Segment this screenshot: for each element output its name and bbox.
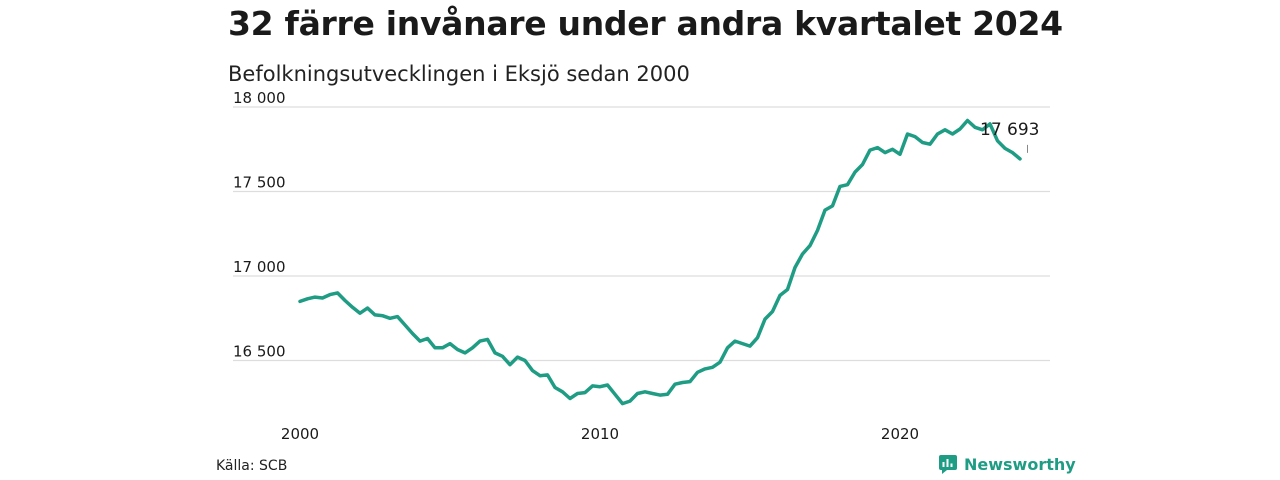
newsworthy-logo: Newsworthy (938, 454, 1076, 474)
source-label: Källa: SCB (216, 458, 288, 474)
end-value-label: 17 693 (980, 120, 1039, 140)
population-line (298, 118, 1022, 406)
chart-title: 32 färre invånare under andra kvartalet … (228, 4, 1063, 43)
x-tick-label: 2000 (281, 425, 319, 443)
newsworthy-logo-icon (939, 455, 957, 474)
chart-subtitle: Befolkningsutvecklingen i Eksjö sedan 20… (228, 62, 690, 86)
y-tick-label: 17 000 (233, 258, 286, 276)
y-tick-label: 18 000 (233, 89, 286, 107)
x-tick-label: 2020 (881, 425, 919, 443)
newsworthy-logo-text: Newsworthy (964, 454, 1076, 474)
y-tick-label: 16 500 (233, 343, 286, 361)
x-tick-label: 2010 (581, 425, 619, 443)
y-tick-label: 17 500 (233, 174, 286, 192)
